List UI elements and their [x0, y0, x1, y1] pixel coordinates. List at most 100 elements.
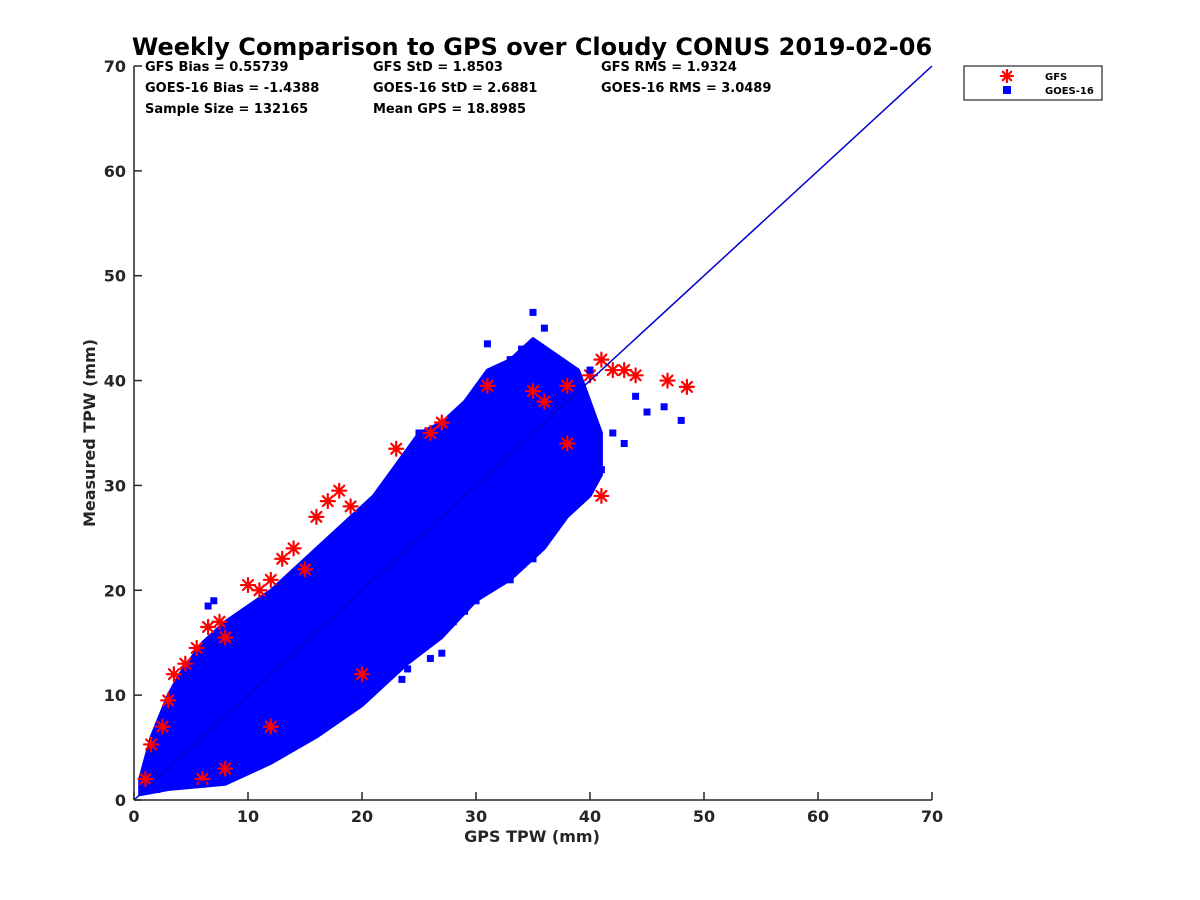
point-goes-16-15: [620, 439, 628, 447]
series-gfs: [137, 351, 696, 788]
point-goes-16-27: [426, 654, 434, 662]
y-tick-label-5: 50: [104, 267, 126, 286]
point-goes-16-18: [575, 492, 583, 500]
point-goes-16-5: [518, 345, 526, 353]
x-tick-label-3: 30: [465, 807, 487, 826]
point-gfs-5: [177, 655, 194, 672]
x-axis-label: GPS TPW (mm): [464, 827, 600, 846]
point-goes-16-29: [404, 665, 412, 673]
point-gfs-1: [143, 736, 160, 753]
point-gfs-12: [262, 571, 279, 588]
point-gfs-18: [331, 482, 348, 499]
stat-goes-rms: GOES-16 RMS = 3.0489: [601, 81, 771, 96]
point-goes-16-16: [597, 466, 605, 474]
point-gfs-7: [200, 618, 217, 636]
legend-marker-gfs: [999, 68, 1015, 84]
x-tick-label-7: 70: [921, 807, 943, 826]
point-gfs-19: [342, 498, 359, 515]
point-gfs-25: [559, 377, 576, 394]
y-axis-label: Measured TPW (mm): [80, 339, 99, 527]
reference-line: [133, 65, 933, 801]
point-goes-16-22: [529, 555, 537, 563]
x-tick-label-5: 50: [693, 807, 715, 826]
point-gfs-17: [319, 493, 336, 510]
point-goes-16-36: [609, 429, 617, 437]
y-tick-label-4: 40: [104, 372, 126, 391]
point-goes-16-8: [506, 356, 514, 364]
stat-goes-std: GOES-16 StD = 2.6881: [373, 81, 537, 96]
point-goes-16-25: [449, 618, 457, 626]
point-gfs-10: [239, 576, 257, 594]
point-goes-16-30: [398, 675, 406, 683]
series-goes-16: [153, 308, 685, 794]
point-gfs-36: [217, 760, 234, 777]
stat-goes-bias: GOES-16 Bias = -1.4388: [145, 81, 319, 96]
point-gfs-20: [388, 440, 405, 457]
point-gfs-13: [274, 550, 291, 567]
point-gfs-0: [137, 770, 154, 788]
point-gfs-9: [217, 629, 234, 646]
point-goes-16-23: [506, 576, 514, 584]
point-goes-16-34: [153, 786, 161, 794]
point-goes-16-19: [563, 502, 571, 510]
legend-box: [963, 65, 1103, 101]
point-gfs-33: [593, 487, 610, 505]
y-tick-label-1: 10: [104, 686, 126, 705]
point-goes-16-17: [586, 481, 594, 489]
point-gfs-16: [308, 508, 325, 525]
point-goes-16-9: [552, 366, 560, 374]
point-goes-16-31: [312, 728, 320, 736]
point-goes-16-33: [198, 780, 206, 788]
point-goes-16-1: [210, 597, 218, 605]
stat-sample-size: Sample Size = 132165: [145, 102, 308, 117]
x-tick-label-1: 10: [237, 807, 259, 826]
legend-label-gfs: GFS: [1045, 72, 1067, 83]
point-goes-16-3: [415, 429, 423, 437]
y-tick-label-6: 60: [104, 162, 126, 181]
legend-marker-goes-16: [1003, 86, 1011, 94]
point-gfs-24: [524, 382, 542, 400]
point-gfs-34: [559, 435, 576, 452]
point-gfs-29: [616, 361, 633, 379]
y-tick-label-0: 0: [115, 791, 126, 810]
point-gfs-39: [353, 666, 371, 683]
point-goes-16-24: [472, 597, 480, 605]
stats-panel: GFS Bias = 0.55739 GFS StD = 1.8503 GFS …: [145, 60, 771, 117]
point-gfs-6: [188, 639, 205, 657]
x-tick-label-4: 40: [579, 807, 601, 826]
stat-gfs-bias: GFS Bias = 0.55739: [145, 60, 288, 75]
point-gfs-2: [154, 718, 171, 735]
legend: GFS GOES-16: [963, 65, 1103, 101]
axes: 0 10 20 30 40 50 60 70 0 10 20 30 40 50 60 70: [104, 57, 943, 826]
point-goes-16-12: [660, 403, 668, 411]
data-layer: [133, 65, 933, 801]
point-gfs-8: [211, 613, 228, 630]
x-tick-label-6: 60: [807, 807, 829, 826]
x-tick-label-0: 0: [128, 807, 139, 826]
legend-label-goes-16: GOES-16: [1045, 86, 1094, 97]
point-goes-16-21: [540, 534, 548, 542]
point-goes-16-26: [438, 649, 446, 657]
y-tick-label-7: 70: [104, 57, 126, 76]
stat-gfs-rms: GFS RMS = 1.9324: [601, 60, 737, 75]
stat-gfs-std: GFS StD = 1.8503: [373, 60, 503, 75]
y-tick-label-3: 30: [104, 476, 126, 495]
point-goes-16-2: [392, 471, 400, 479]
y-tick-label-2: 20: [104, 581, 126, 600]
point-gfs-23: [479, 377, 496, 394]
point-goes-16-32: [233, 759, 241, 767]
point-gfs-11: [251, 582, 268, 599]
point-goes-16-0: [204, 602, 212, 610]
point-goes-16-4: [483, 340, 491, 348]
point-goes-16-6: [529, 308, 537, 316]
point-goes-16-10: [586, 366, 594, 374]
point-gfs-30: [627, 367, 644, 384]
chart-title: Weekly Comparison to GPS over Cloudy CON…: [132, 33, 932, 61]
point-gfs-15: [296, 561, 314, 578]
point-gfs-32: [678, 378, 696, 395]
point-goes-16-35: [586, 450, 594, 458]
point-goes-16-20: [552, 523, 560, 531]
point-goes-16-7: [540, 324, 548, 332]
point-goes-16-14: [643, 408, 651, 416]
